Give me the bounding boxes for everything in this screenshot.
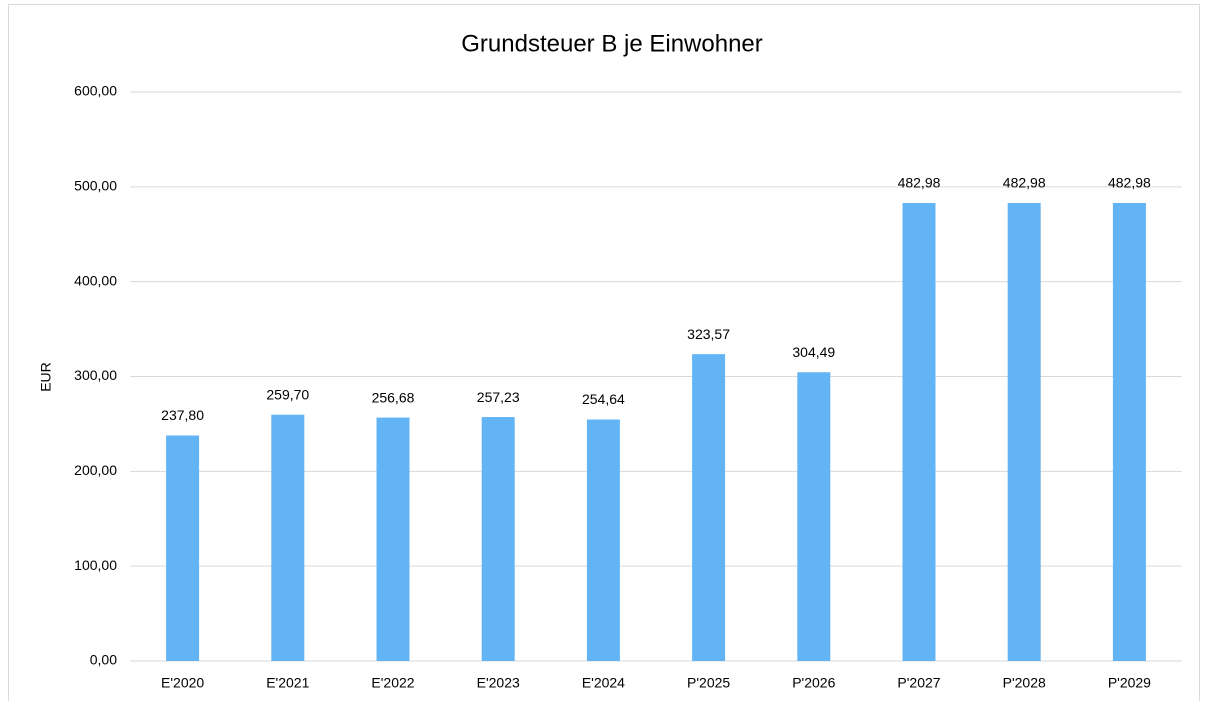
- x-tick-label: P'2026: [792, 675, 835, 691]
- value-label: 482,98: [1003, 175, 1046, 191]
- x-tick-label: E'2024: [582, 675, 625, 691]
- x-tick-label: E'2020: [161, 675, 204, 691]
- value-label: 323,57: [687, 326, 730, 342]
- x-tick-label: P'2025: [687, 675, 730, 691]
- bar: [692, 354, 726, 661]
- y-axis-label: EUR: [38, 362, 54, 392]
- bar: [1112, 202, 1146, 661]
- value-label: 256,68: [372, 389, 415, 405]
- bar: [797, 372, 831, 661]
- x-tick-label: E'2021: [266, 675, 309, 691]
- value-label: 259,70: [266, 386, 309, 402]
- y-tick-label: 300,00: [74, 367, 117, 383]
- value-label: 304,49: [792, 344, 835, 360]
- y-tick-label: 400,00: [74, 272, 117, 288]
- x-tick-label: E'2022: [371, 675, 414, 691]
- x-tick-label: P'2027: [897, 675, 940, 691]
- chart-title: Grundsteuer B je Einwohner: [461, 30, 763, 57]
- bar: [902, 202, 936, 661]
- y-tick-label: 0,00: [90, 652, 117, 668]
- bar: [166, 435, 200, 661]
- bar: [481, 417, 515, 661]
- y-tick-label: 600,00: [74, 83, 117, 99]
- value-label: 482,98: [1108, 175, 1151, 191]
- value-label: 254,64: [582, 391, 625, 407]
- bar: [586, 419, 620, 661]
- x-tick-label: E'2023: [477, 675, 520, 691]
- bar: [1007, 202, 1041, 661]
- y-tick-label: 100,00: [74, 557, 117, 573]
- x-tick-label: P'2028: [1003, 675, 1046, 691]
- x-tick-label: P'2029: [1108, 675, 1151, 691]
- value-label: 482,98: [898, 175, 941, 191]
- bar: [376, 417, 410, 661]
- value-label: 257,23: [477, 389, 520, 405]
- y-tick-label: 200,00: [74, 462, 117, 478]
- bar: [271, 414, 305, 661]
- value-label: 237,80: [161, 407, 204, 423]
- y-tick-label: 500,00: [74, 178, 117, 194]
